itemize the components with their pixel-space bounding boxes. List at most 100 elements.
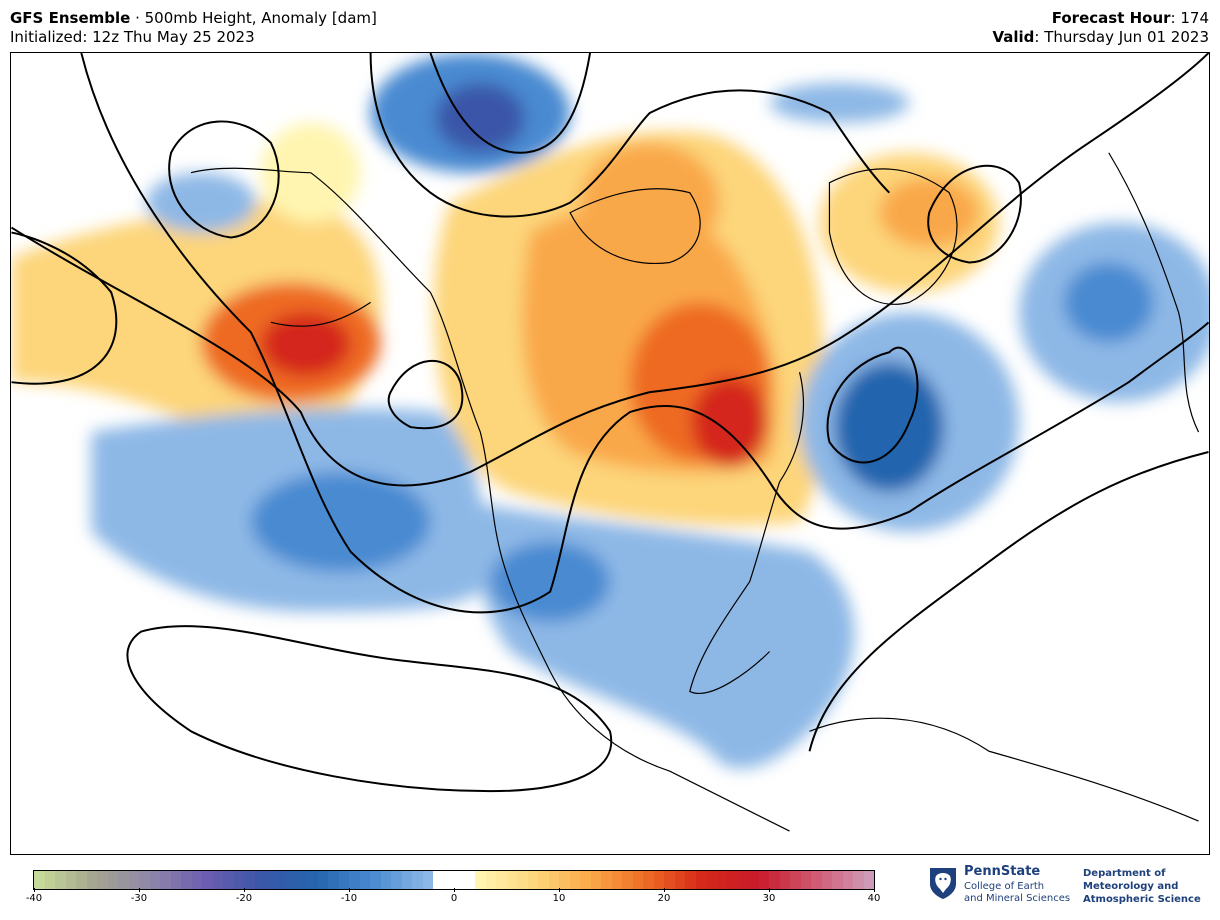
colorbar-segment: [800, 871, 811, 889]
colorbar-segment: [286, 871, 297, 889]
colorbar-segment: [758, 871, 769, 889]
product-name: 500mb Height, Anomaly [dam]: [144, 9, 377, 27]
colorbar-tick-mark: [454, 888, 455, 892]
colorbar-segment: [769, 871, 780, 889]
colorbar-segment: [716, 871, 727, 889]
coastline-greenland: [828, 168, 958, 305]
colorbar-tick-mark: [874, 888, 875, 892]
colorbar-segment: [380, 871, 391, 889]
colorbar-segment: [370, 871, 381, 889]
colorbar-segment: [443, 871, 454, 889]
init-value: 12z Thu May 25 2023: [92, 28, 255, 46]
colorbar-segment: [737, 871, 748, 889]
colorbar-segment: [86, 871, 97, 889]
colorbar-segment: [338, 871, 349, 889]
colorbar-segment: [454, 871, 465, 889]
colorbar-segment: [580, 871, 591, 889]
colorbar-segment: [44, 871, 55, 889]
colorbar-tick-mark: [34, 888, 35, 892]
negative-anomaly-us-core: [490, 541, 610, 622]
colorbar-segment: [653, 871, 664, 889]
colorbar-segment: [412, 871, 423, 889]
colorbar-segment: [559, 871, 570, 889]
valid-value: Thursday Jun 01 2023: [1044, 28, 1209, 46]
colorbar-tick-mark: [139, 888, 140, 892]
pennstate-shield-icon: [930, 868, 956, 899]
colorbar-tick-label: -30: [130, 893, 148, 904]
coastline-arctic-islands: [569, 188, 701, 264]
negative-anomaly-atlantic-core: [834, 362, 945, 492]
colorbar-segment: [307, 871, 318, 889]
colorbar-segment: [76, 871, 87, 889]
init-time: Initialized: 12z Thu May 25 2023: [10, 28, 255, 46]
colorbar-tick-mark: [769, 888, 770, 892]
colorbar-segment: [170, 871, 181, 889]
negative-anomaly-pacific-south-core: [250, 471, 431, 572]
colorbar-segment: [475, 871, 486, 889]
colorbar-segment: [139, 871, 150, 889]
contour-3: [80, 53, 1209, 614]
colorbar-segment: [118, 871, 129, 889]
coastline-north-america-west: [310, 172, 790, 832]
colorbar-segment: [790, 871, 801, 889]
colorbar-segment: [821, 871, 832, 889]
colorbar-segment: [706, 871, 717, 889]
colorbar-segment: [842, 871, 853, 889]
colorbar-segment: [107, 871, 118, 889]
colorbar-segment: [328, 871, 339, 889]
college-line-2: and Mineral Sciences: [964, 893, 1071, 904]
colorbar-segment: [223, 871, 234, 889]
contour-11: [429, 53, 592, 154]
anomaly-fill: [11, 53, 1209, 769]
colorbar-container: [33, 870, 875, 890]
model-name: GFS Ensemble: [10, 9, 131, 27]
contour-9: [808, 451, 1209, 752]
colorbar-tick-label: -40: [25, 893, 43, 904]
colorbar-segment: [464, 871, 475, 889]
contour-4: [168, 120, 280, 239]
positive-anomaly-pacific-peak: [260, 312, 351, 377]
colorbar-segment: [296, 871, 307, 889]
coastline-north-america-east: [689, 372, 805, 694]
colorbar-tick-label: 30: [762, 893, 776, 904]
colorbar-segment: [622, 871, 633, 889]
colorbar-segment: [527, 871, 538, 889]
colorbar-segment: [191, 871, 202, 889]
colorbar-segment: [538, 871, 549, 889]
colorbar: [33, 870, 875, 890]
colorbar-segment: [422, 871, 433, 889]
contour-2: [11, 231, 118, 385]
negative-anomaly-europe-core: [1063, 262, 1154, 343]
negative-anomaly-bering: [146, 172, 256, 233]
forecast-hour-label: Forecast Hour: [1051, 9, 1171, 27]
colorbar-segment: [496, 871, 507, 889]
colorbar-segment: [748, 871, 759, 889]
colorbar-segment: [517, 871, 528, 889]
colorbar-segment: [632, 871, 643, 889]
colorbar-segment: [97, 871, 108, 889]
coastlines: [190, 152, 1200, 832]
colorbar-segment: [212, 871, 223, 889]
map-panel: [10, 52, 1210, 855]
colorbar-segment: [391, 871, 402, 889]
department-line-1: Department of: [1083, 868, 1166, 879]
negative-anomaly-arctic-east: [769, 82, 910, 123]
colorbar-tick-label: 40: [867, 893, 881, 904]
contour-8: [126, 625, 613, 793]
colorbar-segment: [433, 871, 444, 889]
colorbar-segment: [853, 871, 864, 889]
colorbar-segment: [485, 871, 496, 889]
colorbar-segment: [590, 871, 601, 889]
coastline-alaska: [190, 167, 371, 327]
title-separator: ·: [130, 9, 145, 27]
height-contours: [11, 53, 1209, 793]
colorbar-segment: [149, 871, 160, 889]
chart-title: GFS Ensemble · 500mb Height, Anomaly [da…: [10, 9, 377, 27]
colorbar-segment: [601, 871, 612, 889]
negative-anomaly-us: [470, 501, 855, 769]
colorbar-segment: [685, 871, 696, 889]
colorbar-segment: [674, 871, 685, 889]
anomaly-map: [11, 53, 1209, 832]
colorbar-segment: [643, 871, 654, 889]
valid-time: Valid: Thursday Jun 01 2023: [992, 28, 1209, 46]
